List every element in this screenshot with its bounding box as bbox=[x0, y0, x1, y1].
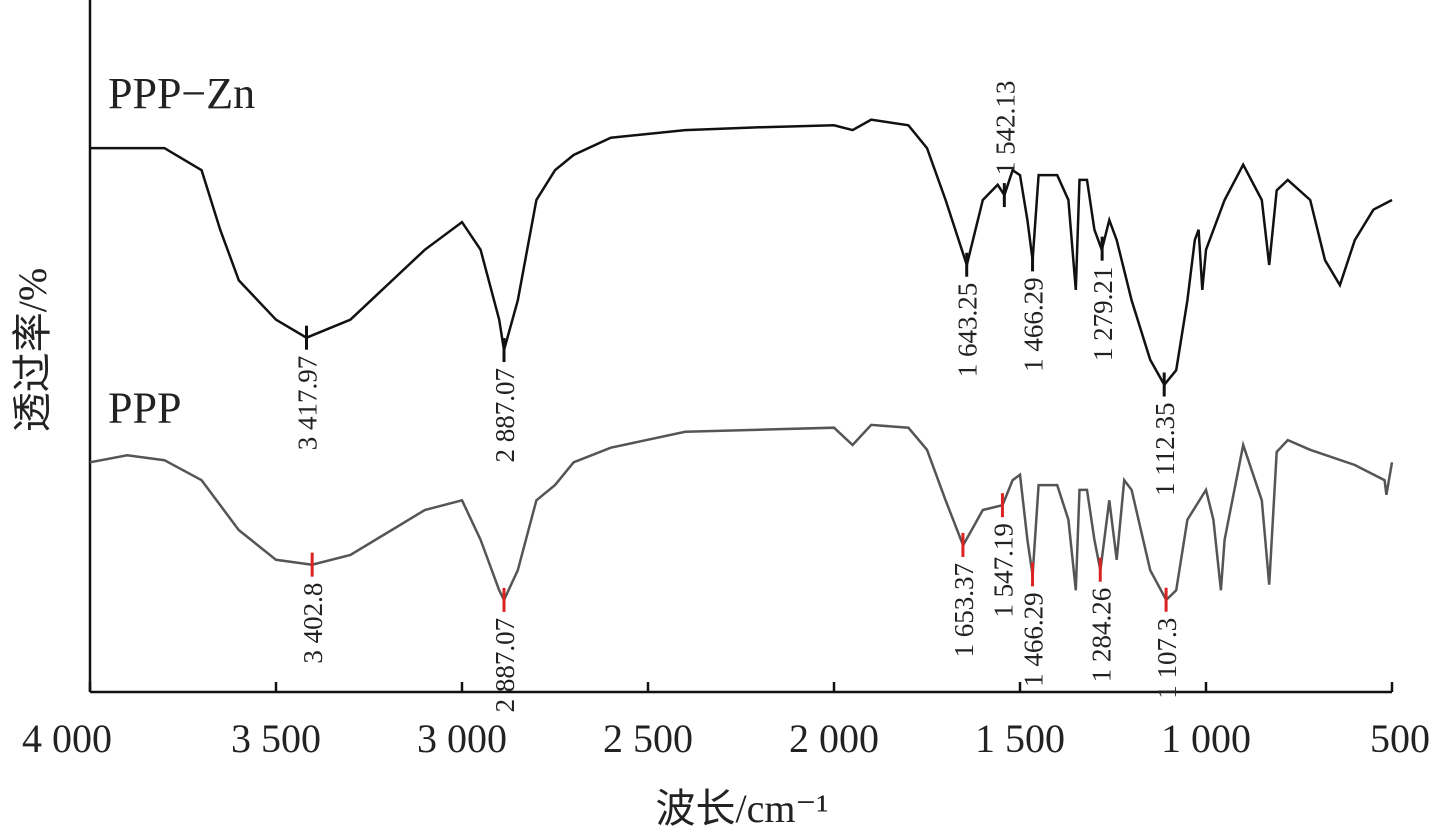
series-label: PPP bbox=[108, 383, 181, 432]
x-tick-label: 2 500 bbox=[603, 716, 693, 761]
x-tick-label: 500 bbox=[1370, 716, 1430, 761]
peak-label: 1 542.13 bbox=[990, 81, 1020, 176]
series-label: PPP−Zn bbox=[108, 69, 255, 118]
peak-label: 2 887.07 bbox=[490, 368, 520, 463]
spectrum-line bbox=[90, 118, 1393, 388]
peak-label: 3 402.8 bbox=[298, 583, 328, 664]
peak-label: 1 466.29 bbox=[1019, 592, 1049, 687]
peak-label: 1 547.19 bbox=[988, 523, 1018, 618]
x-tick-label: 2 000 bbox=[789, 716, 879, 761]
peak-label: 3 417.97 bbox=[293, 356, 323, 451]
peak-label: 1 653.37 bbox=[949, 563, 979, 658]
peak-label: 1 107.3 bbox=[1152, 618, 1182, 699]
x-tick-label: 3 000 bbox=[417, 716, 507, 761]
x-tick-label: 3 500 bbox=[231, 716, 321, 761]
spectrum-line bbox=[89, 423, 1394, 603]
y-axis-label: 透过率/% bbox=[10, 268, 55, 432]
peak-label: 1 284.26 bbox=[1086, 588, 1116, 683]
x-axis-label: 波长/cm⁻¹ bbox=[655, 786, 828, 831]
x-tick-label: 1 000 bbox=[1161, 716, 1251, 761]
x-tick-label: 1 500 bbox=[975, 716, 1065, 761]
peak-label: 2 887.07 bbox=[490, 618, 520, 713]
x-tick-label: 4 000 bbox=[22, 716, 112, 761]
peak-label: 1 112.35 bbox=[1150, 403, 1180, 497]
peak-label: 1 466.29 bbox=[1019, 277, 1049, 372]
peak-label: 1 279.21 bbox=[1088, 267, 1118, 362]
peak-label: 1 643.25 bbox=[953, 283, 983, 378]
